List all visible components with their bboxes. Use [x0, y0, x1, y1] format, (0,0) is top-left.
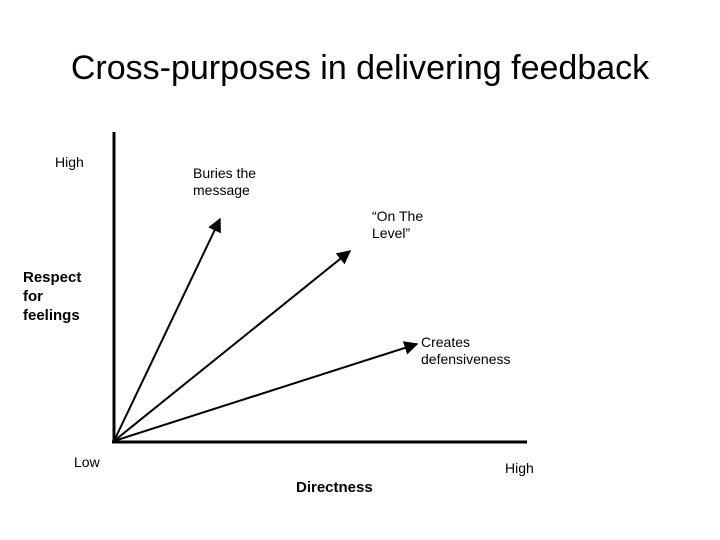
y-axis-high-label: High [55, 154, 84, 170]
arrow-buries-the-message [113, 217, 221, 442]
arrow-label-on-the-level: “On The Level” [372, 208, 424, 241]
arrow-on-the-level [113, 250, 352, 442]
x-axis-low-label: Low [74, 454, 100, 470]
arrow-creates-defensiveness [113, 341, 419, 442]
x-axis-high-label: High [505, 460, 534, 476]
y-axis-label: Respect for feelings [23, 269, 82, 324]
arrow-label-creates-defensiveness: Creates defensiveness [421, 334, 511, 367]
page-title: Cross-purposes in delivering feedback [70, 49, 650, 87]
x-axis-label: Directness [296, 479, 373, 496]
arrow-label-buries-the-message: Buries the message [193, 165, 257, 198]
